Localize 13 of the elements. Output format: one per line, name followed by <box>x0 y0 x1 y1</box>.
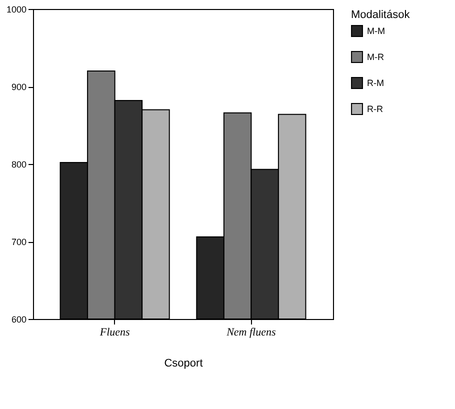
legend-label: M-R <box>367 52 384 62</box>
x-tick-label: Nem fluens <box>226 326 276 338</box>
legend-label: R-R <box>367 104 384 114</box>
y-tick-label: 1000 <box>6 4 26 14</box>
legend-label: R-M <box>367 78 384 88</box>
x-tick-label: Fluens <box>98 326 130 338</box>
x-axis-title: Csoport <box>164 358 203 370</box>
legend-label: M-M <box>367 26 385 36</box>
y-tick-label: 700 <box>11 237 26 247</box>
y-tick-label: 600 <box>11 314 26 324</box>
y-tick-label: 900 <box>11 82 26 92</box>
y-tick-label: 800 <box>11 160 26 170</box>
legend-title: Modalitások <box>351 9 410 21</box>
